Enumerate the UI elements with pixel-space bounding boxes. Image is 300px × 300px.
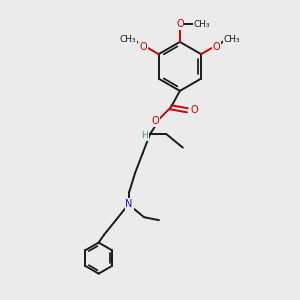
Text: O: O [190, 105, 198, 115]
Text: O: O [213, 42, 220, 52]
Text: H: H [141, 131, 148, 140]
Text: CH₃: CH₃ [119, 35, 136, 44]
Text: O: O [176, 19, 184, 29]
Text: N: N [125, 199, 133, 209]
Text: O: O [139, 42, 147, 52]
Text: CH₃: CH₃ [193, 20, 210, 29]
Text: CH₃: CH₃ [224, 35, 240, 44]
Text: O: O [151, 116, 159, 126]
